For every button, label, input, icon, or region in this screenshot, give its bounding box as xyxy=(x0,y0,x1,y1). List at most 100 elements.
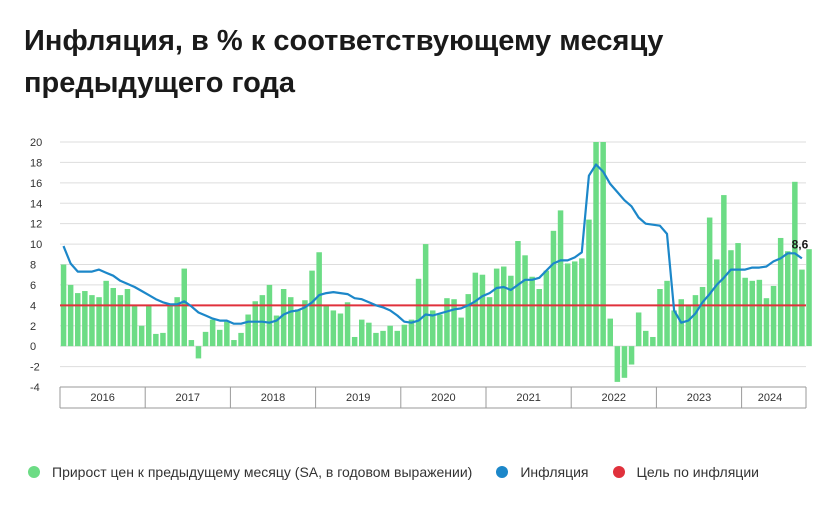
bar xyxy=(344,302,351,347)
y-tick-label: 16 xyxy=(30,178,42,190)
bar xyxy=(628,346,635,365)
bar xyxy=(614,346,621,382)
bar xyxy=(295,309,301,347)
bar xyxy=(373,332,379,347)
bar xyxy=(153,333,159,347)
x-tick-label: 2022 xyxy=(602,392,626,404)
bar xyxy=(763,298,770,347)
y-tick-label: 14 xyxy=(30,198,42,210)
bar xyxy=(75,293,81,347)
y-tick-label: 10 xyxy=(30,239,42,251)
inflation-chart: -4 -2 0 2 4 6 8 10 12 14 16 18 20 2016 2017 2018 2019 202… xyxy=(30,137,812,409)
legend-swatch-inflation xyxy=(496,466,509,478)
bar xyxy=(188,340,195,347)
y-tick-label: 6 xyxy=(30,280,36,292)
bar xyxy=(451,299,457,347)
x-tick-label: 2023 xyxy=(687,392,711,404)
bar xyxy=(472,272,479,347)
bar xyxy=(444,298,450,347)
bar xyxy=(302,300,308,347)
bar xyxy=(167,305,173,347)
bar xyxy=(508,275,514,347)
bar xyxy=(501,266,507,347)
y-tick-label: 0 xyxy=(30,341,36,353)
bar xyxy=(593,142,599,347)
bar xyxy=(316,252,322,347)
bar xyxy=(777,237,784,347)
bar xyxy=(522,255,528,347)
y-tick-label: 20 xyxy=(30,137,42,149)
x-tick-label: 2018 xyxy=(261,392,285,404)
x-tick-label: 2020 xyxy=(431,392,455,404)
bar xyxy=(252,301,258,347)
bar xyxy=(721,195,727,347)
bar xyxy=(770,285,777,347)
y-tick-label: 12 xyxy=(30,219,42,231)
bar xyxy=(131,305,138,347)
bar xyxy=(110,287,116,347)
bar xyxy=(408,319,415,347)
bar xyxy=(330,310,337,347)
bar xyxy=(266,284,273,347)
x-tick-label: 2019 xyxy=(346,392,370,404)
bar xyxy=(415,278,422,347)
chart-title: Инфляция, в % к соответствующему месяцу … xyxy=(24,25,664,99)
bar xyxy=(692,295,699,347)
bar xyxy=(699,286,706,347)
bar xyxy=(67,284,74,347)
bar xyxy=(792,181,798,347)
legend-label-target: Цель по инфляции xyxy=(636,464,759,480)
bar xyxy=(728,250,734,347)
bar xyxy=(430,310,436,347)
bar xyxy=(643,330,649,347)
y-tick-label: 4 xyxy=(30,300,36,312)
bar xyxy=(536,289,542,347)
chart-legend: Прирост цен к предыдущему месяцу (SA, в … xyxy=(28,464,818,480)
bar xyxy=(117,295,124,347)
bar xyxy=(231,340,237,347)
bar xyxy=(486,297,493,347)
inflation-end-label: 8,6 xyxy=(792,237,809,251)
bar xyxy=(735,243,741,347)
bar xyxy=(288,297,294,347)
bar xyxy=(351,336,358,347)
bar xyxy=(586,219,592,347)
bar xyxy=(245,314,251,347)
legend-swatch-bars xyxy=(28,466,40,478)
bar xyxy=(607,318,613,347)
bar xyxy=(635,312,642,347)
bar xyxy=(550,230,557,347)
bar xyxy=(799,269,805,347)
y-tick-label: -2 xyxy=(30,362,40,374)
bar xyxy=(515,241,521,347)
bar xyxy=(309,270,315,347)
legend-label-inflation: Инфляция xyxy=(520,464,589,480)
y-tick-label: 2 xyxy=(30,321,36,333)
bar xyxy=(572,261,578,347)
bar xyxy=(146,305,152,347)
legend-item-inflation: Инфляция xyxy=(496,464,589,480)
bar xyxy=(224,321,230,347)
bar xyxy=(359,319,365,347)
bar xyxy=(714,259,720,347)
bar xyxy=(756,279,763,347)
bar xyxy=(103,280,109,347)
x-tick-label: 2016 xyxy=(90,392,114,404)
bar xyxy=(806,249,812,347)
bar xyxy=(785,251,791,347)
bar xyxy=(82,291,88,347)
y-tick-label: 8 xyxy=(30,260,36,272)
bar xyxy=(202,331,209,347)
bar xyxy=(401,324,408,347)
bar xyxy=(195,346,202,359)
bar xyxy=(493,268,500,347)
bar xyxy=(209,319,216,347)
bar xyxy=(124,289,131,347)
bar xyxy=(181,268,187,347)
x-tick-label: 2021 xyxy=(516,392,540,404)
bar xyxy=(238,332,244,347)
bar xyxy=(366,322,372,347)
bar xyxy=(479,274,486,347)
bar xyxy=(650,336,656,347)
bar xyxy=(557,210,564,347)
